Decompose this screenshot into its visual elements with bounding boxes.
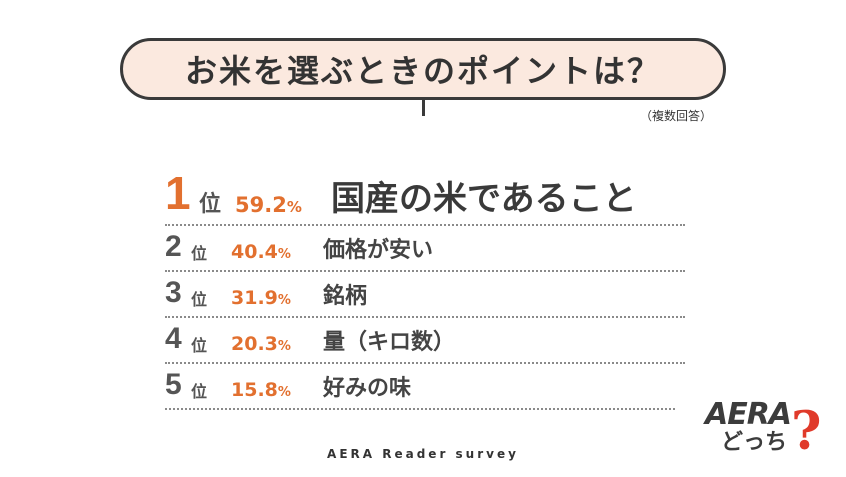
percentage-value: 40.4% — [231, 243, 323, 262]
rank-suffix: 位 — [199, 192, 222, 217]
percentage-number: 40.4 — [231, 241, 278, 263]
survey-footer: AERA Reader survey — [327, 447, 519, 461]
ranking-list: 1 位 59.2% 国産の米であること 2 位 40.4% 価格が安い 3 位 31.9% 銘柄 4 位 2… — [165, 160, 685, 410]
multiple-answer-note: （複数回答） — [640, 109, 713, 123]
reason-label: 国産の米であること — [331, 179, 637, 219]
rank-number: 3 — [165, 276, 182, 309]
percent-sign: % — [277, 247, 291, 262]
rank-row: 1 位 59.2% 国産の米であること — [165, 160, 685, 226]
rank-suffix: 位 — [191, 290, 208, 309]
reason-label: 銘柄 — [323, 284, 368, 309]
percent-sign: % — [277, 293, 291, 308]
rank-row: 5 位 15.8% 好みの味 — [165, 364, 675, 410]
percentage-number: 59.2 — [235, 193, 287, 217]
percentage-value: 31.9% — [231, 289, 323, 308]
percent-sign: % — [277, 339, 291, 354]
title-bubble: お米を選ぶときのポイントは？ — [120, 38, 726, 100]
rank-suffix: 位 — [191, 336, 208, 355]
percentage-number: 31.9 — [231, 287, 278, 309]
percentage-value: 59.2% — [235, 195, 331, 216]
chart-title: お米を選ぶときのポイントは？ — [184, 52, 661, 90]
reason-label: 好みの味 — [323, 376, 412, 401]
rank-row: 2 位 40.4% 価格が安い — [165, 226, 685, 272]
percent-sign: % — [286, 198, 302, 216]
rank-number: 1 — [165, 167, 191, 219]
rank-suffix: 位 — [191, 244, 208, 263]
reason-label: 価格が安い — [323, 238, 434, 263]
reason-label: 量（キロ数） — [323, 330, 456, 355]
rank-number: 2 — [165, 230, 182, 263]
rank-row: 3 位 31.9% 銘柄 — [165, 272, 685, 318]
percentage-value: 15.8% — [231, 381, 323, 400]
percentage-number: 20.3 — [231, 333, 278, 355]
percentage-value: 20.3% — [231, 335, 323, 354]
rank-row: 4 位 20.3% 量（キロ数） — [165, 318, 685, 364]
percent-sign: % — [277, 385, 291, 400]
rank-suffix: 位 — [191, 382, 208, 401]
bubble-tail — [422, 100, 425, 116]
rank-number: 5 — [165, 368, 182, 401]
logo-sub: どっち — [721, 430, 788, 455]
question-mark-icon: ? — [791, 401, 822, 462]
percentage-number: 15.8 — [231, 379, 278, 401]
aera-dotchi-logo: AERA どっち ? — [705, 400, 825, 466]
logo-word: AERA — [705, 397, 792, 432]
rank-number: 4 — [165, 322, 182, 355]
